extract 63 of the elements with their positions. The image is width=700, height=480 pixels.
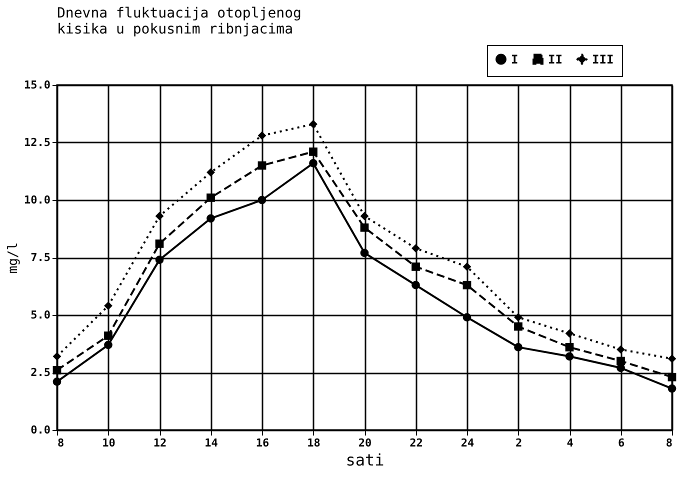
point <box>258 161 266 170</box>
point <box>360 248 369 258</box>
y-tick-label: 10.0 <box>24 194 50 206</box>
x-tick-label: 18 <box>307 436 320 450</box>
point <box>309 159 318 168</box>
y-tick-label: 5.0 <box>30 308 50 322</box>
x-axis-title: sati <box>346 450 384 470</box>
point <box>104 302 112 310</box>
x-tick-label: 20 <box>358 436 372 450</box>
x-tick-label: 12 <box>153 436 167 450</box>
x-tick-label: 22 <box>410 436 423 450</box>
point <box>206 214 215 223</box>
legend-label: I <box>511 52 518 66</box>
point <box>360 223 369 232</box>
x-tick-label: 6 <box>618 436 625 450</box>
point <box>514 343 522 352</box>
y-tick-label: 7.5 <box>30 251 50 264</box>
x-tick-label: 8 <box>58 436 64 450</box>
point <box>412 280 420 290</box>
x-tick-label: 24 <box>460 436 474 450</box>
point <box>565 329 574 338</box>
point <box>668 384 676 393</box>
y-tick-label: 2.5 <box>30 366 50 379</box>
point <box>565 352 574 361</box>
x-tick-label: 8 <box>666 436 672 450</box>
y-tick-label: 0.0 <box>30 424 50 436</box>
x-tick-label: 10 <box>102 436 116 450</box>
point <box>616 345 625 354</box>
point <box>412 244 420 252</box>
point <box>462 313 472 322</box>
point <box>258 131 266 140</box>
point <box>52 352 62 361</box>
x-tick-label: 2 <box>515 436 522 450</box>
y-tick-label: 12.5 <box>24 136 50 149</box>
point <box>668 372 676 382</box>
point <box>155 256 164 264</box>
x-tick-label: 14 <box>204 436 218 450</box>
point <box>52 378 62 386</box>
point <box>258 196 266 204</box>
x-tick-label: 4 <box>566 436 574 450</box>
point <box>155 240 164 248</box>
chart-title: Dnevna fluktuacija otopljenog kisika u pokusnim ribnjacima <box>57 6 302 38</box>
point <box>104 340 112 350</box>
point <box>104 332 112 340</box>
point <box>412 262 420 271</box>
legend-label: II <box>548 52 562 66</box>
point <box>462 262 472 271</box>
point <box>360 212 369 220</box>
y-axis-title: mg/l <box>6 242 22 274</box>
point <box>565 343 574 352</box>
point <box>309 120 318 128</box>
point <box>206 168 215 177</box>
point <box>514 322 522 331</box>
point <box>309 148 318 156</box>
point <box>514 313 522 322</box>
point <box>206 194 215 202</box>
legend-label: III <box>592 52 614 66</box>
point <box>155 212 164 220</box>
point <box>616 356 625 366</box>
x-tick-label: 16 <box>256 436 270 450</box>
y-tick-label: 15.0 <box>24 78 50 92</box>
point <box>668 354 676 363</box>
point <box>462 280 472 290</box>
